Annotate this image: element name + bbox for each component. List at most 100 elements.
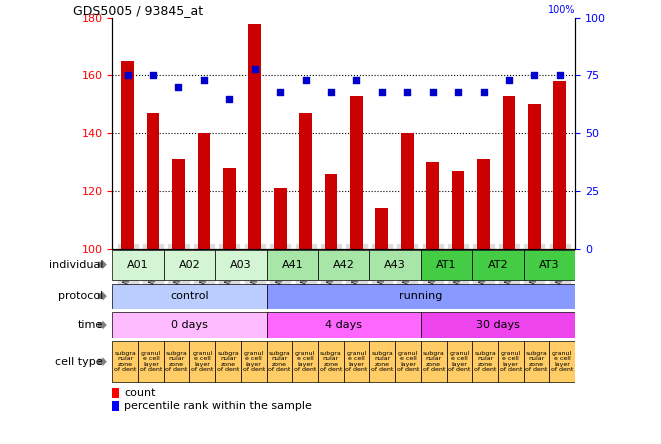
Bar [375, 208, 388, 249]
Point [173, 83, 184, 91]
Point [504, 76, 514, 83]
Text: granul
e cell
layer
of dent: granul e cell layer of dent [191, 351, 214, 372]
Bar [292, 341, 318, 382]
Bar [112, 313, 266, 337]
Bar [198, 133, 210, 249]
Text: A41: A41 [282, 260, 303, 270]
Point [402, 88, 412, 95]
Text: 0 days: 0 days [171, 320, 208, 330]
Text: granul
e cell
layer
of dent: granul e cell layer of dent [551, 351, 573, 372]
Bar [318, 250, 369, 280]
Point [300, 76, 311, 83]
Bar [369, 341, 395, 382]
Text: subgra
nular
zone
of dent: subgra nular zone of dent [114, 351, 136, 372]
Bar [498, 341, 524, 382]
Bar [241, 341, 266, 382]
Bar [121, 61, 134, 249]
Bar [369, 250, 421, 280]
Bar [421, 341, 447, 382]
Text: granul
e cell
layer
of dent: granul e cell layer of dent [139, 351, 162, 372]
Point [428, 88, 438, 95]
Point [224, 95, 235, 102]
Point [351, 76, 362, 83]
Text: subgra
nular
zone
of dent: subgra nular zone of dent [165, 351, 188, 372]
Bar [266, 250, 318, 280]
Point [479, 88, 489, 95]
Bar [426, 162, 439, 249]
Point [453, 88, 463, 95]
Bar [549, 341, 575, 382]
Text: A03: A03 [230, 260, 252, 270]
Bar [215, 341, 241, 382]
Bar [164, 341, 190, 382]
Bar [401, 133, 414, 249]
Text: 100%: 100% [547, 5, 575, 16]
Bar [274, 188, 286, 249]
Point [122, 72, 133, 79]
Text: GDS5005 / 93845_at: GDS5005 / 93845_at [73, 4, 203, 16]
Text: subgra
nular
zone
of dent: subgra nular zone of dent [217, 351, 239, 372]
Bar [190, 341, 215, 382]
Text: AT2: AT2 [488, 260, 508, 270]
Text: running: running [399, 291, 442, 301]
Bar [447, 341, 472, 382]
Text: subgra
nular
zone
of dent: subgra nular zone of dent [422, 351, 445, 372]
Bar [472, 250, 524, 280]
Text: percentile rank within the sample: percentile rank within the sample [124, 401, 312, 411]
Text: AT1: AT1 [436, 260, 457, 270]
Bar [249, 24, 261, 249]
Bar [172, 159, 185, 249]
Text: protocol: protocol [58, 291, 103, 301]
Bar [472, 341, 498, 382]
Text: granul
e cell
layer
of dent: granul e cell layer of dent [294, 351, 317, 372]
Bar [266, 284, 575, 309]
FancyArrow shape [98, 357, 107, 366]
Bar [528, 104, 541, 249]
Text: individual: individual [49, 260, 103, 270]
Text: subgra
nular
zone
of dent: subgra nular zone of dent [525, 351, 548, 372]
Text: subgra
nular
zone
of dent: subgra nular zone of dent [371, 351, 393, 372]
Bar [147, 113, 159, 249]
Point [275, 88, 286, 95]
Bar [112, 401, 119, 411]
Bar [344, 341, 369, 382]
Text: count: count [124, 388, 155, 398]
Point [198, 76, 209, 83]
Bar [502, 95, 516, 249]
Bar [421, 250, 472, 280]
Text: granul
e cell
layer
of dent: granul e cell layer of dent [346, 351, 368, 372]
Text: subgra
nular
zone
of dent: subgra nular zone of dent [268, 351, 291, 372]
Bar [325, 174, 337, 249]
Text: granul
e cell
layer
of dent: granul e cell layer of dent [243, 351, 265, 372]
Text: time: time [78, 320, 103, 330]
FancyArrow shape [98, 260, 107, 269]
Text: cell type: cell type [56, 357, 103, 367]
Bar [138, 341, 164, 382]
Text: A01: A01 [128, 260, 149, 270]
FancyArrow shape [98, 321, 107, 329]
Bar [451, 171, 465, 249]
Bar [112, 284, 266, 309]
Bar [112, 250, 164, 280]
Bar [266, 313, 421, 337]
Bar [395, 341, 421, 382]
Point [326, 88, 336, 95]
Bar [350, 95, 363, 249]
Point [377, 88, 387, 95]
Text: 4 days: 4 days [325, 320, 362, 330]
Bar [215, 250, 266, 280]
Bar [266, 341, 292, 382]
Bar [299, 113, 312, 249]
Text: A42: A42 [332, 260, 355, 270]
Bar [421, 313, 575, 337]
Bar [553, 81, 566, 249]
Text: subgra
nular
zone
of dent: subgra nular zone of dent [474, 351, 496, 372]
Text: 30 days: 30 days [476, 320, 520, 330]
Bar [112, 388, 119, 398]
Bar [524, 250, 575, 280]
Point [529, 72, 539, 79]
Point [249, 65, 260, 72]
Text: AT3: AT3 [539, 260, 560, 270]
Bar [223, 168, 236, 249]
Bar [477, 159, 490, 249]
